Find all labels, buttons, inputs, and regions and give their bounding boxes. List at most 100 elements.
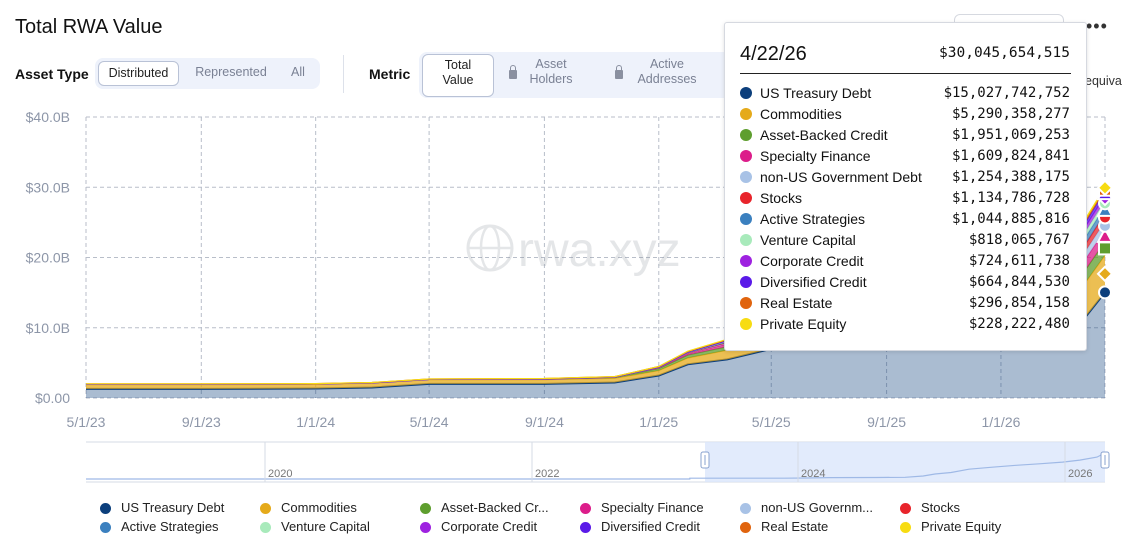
watermark: rwa.xyz	[466, 224, 681, 277]
legend-label: Corporate Credit	[441, 519, 538, 534]
legend-label: Specialty Finance	[601, 500, 704, 515]
y-tick-label: $40.0B	[26, 109, 70, 125]
navigator-tick-label: 2026	[1068, 468, 1092, 480]
legend-label: Diversified Credit	[601, 519, 700, 534]
legend-label: Real Estate	[761, 519, 829, 534]
legend-color-icon	[580, 522, 591, 533]
legend-label: non-US Governm...	[761, 500, 873, 515]
tooltip-series-name: Corporate Credit	[760, 253, 864, 269]
tooltip-series-name: US Treasury Debt	[760, 85, 872, 101]
legend-label: Asset-Backed Cr...	[441, 500, 549, 515]
series-color-icon	[740, 213, 752, 225]
tooltip-row: Private Equity $228,222,480	[740, 314, 1070, 335]
hover-tooltip: 4/22/26 $30,045,654,515 US Treasury Debt…	[724, 22, 1087, 351]
legend-label: Active Strategies	[121, 519, 219, 534]
tooltip-series-name: Stocks	[760, 190, 803, 206]
tooltip-series-value: $818,065,767	[968, 232, 1070, 248]
y-tick-label: $30.0B	[26, 179, 70, 195]
x-tick-label: 1/1/25	[639, 414, 678, 430]
metric-active-addresses-line2: Addresses	[637, 72, 697, 86]
series-color-icon	[740, 129, 752, 141]
x-tick-label: 5/1/24	[410, 414, 449, 430]
metric-total-value-line2: Value	[442, 73, 474, 87]
x-tick-label: 1/1/26	[981, 414, 1020, 430]
x-tick-label: 9/1/24	[525, 414, 564, 430]
metric-active-addresses-line1: Active	[649, 57, 685, 71]
tooltip-series-name: Asset-Backed Credit	[760, 127, 888, 143]
asset-type-all-button[interactable]: All	[291, 65, 305, 79]
tooltip-series-value: $5,290,358,277	[951, 106, 1070, 122]
tooltip-row: Corporate Credit $724,611,738	[740, 251, 1070, 272]
asset-type-distributed-button[interactable]: Distributed	[98, 61, 179, 86]
more-options-icon[interactable]: •••	[1086, 16, 1108, 36]
series-color-icon	[740, 297, 752, 309]
x-tick-label: 1/1/24	[296, 414, 335, 430]
tooltip-row: US Treasury Debt $15,027,742,752	[740, 83, 1070, 104]
globe-icon	[466, 224, 514, 272]
legend-label: Venture Capital	[281, 519, 370, 534]
metric-total-value-line1: Total	[444, 58, 472, 72]
tooltip-row: Specialty Finance $1,609,824,841	[740, 146, 1070, 167]
series-color-icon	[740, 150, 752, 162]
y-tick-label: $0.00	[35, 390, 70, 406]
y-tick-label: $20.0B	[26, 250, 70, 266]
x-tick-label: 9/1/23	[182, 414, 221, 430]
tooltip-row: Diversified Credit $664,844,530	[740, 272, 1070, 293]
tooltip-series-value: $1,254,388,175	[951, 169, 1070, 185]
legend-label: Stocks	[921, 500, 961, 515]
tooltip-series-name: Real Estate	[760, 295, 833, 311]
tooltip-series-name: Active Strategies	[760, 211, 866, 227]
tooltip-row: Stocks $1,134,786,728	[740, 188, 1070, 209]
legend-color-icon	[260, 503, 271, 514]
tooltip-row: Asset-Backed Credit $1,951,069,253	[740, 125, 1070, 146]
tooltip-row: Real Estate $296,854,158	[740, 293, 1070, 314]
marker-commodities	[1096, 265, 1114, 283]
navigator-tick-label: 2024	[801, 468, 825, 480]
tooltip-series-value: $228,222,480	[968, 316, 1070, 332]
asset-type-toggle: Distributed Represented All	[95, 58, 320, 89]
asset-type-represented-button[interactable]: Represented	[195, 65, 267, 79]
tooltip-series-name: Specialty Finance	[760, 148, 871, 164]
watermark-text: rwa.xyz	[518, 224, 681, 277]
lock-icon	[615, 65, 623, 79]
legend-color-icon	[260, 522, 271, 533]
x-tick-label: 5/1/25	[752, 414, 791, 430]
metric-asset-holders-button[interactable]: Asset Holders	[505, 57, 597, 91]
series-color-icon	[740, 234, 752, 246]
metric-active-addresses-button[interactable]: Active Addresses	[611, 57, 723, 91]
series-color-icon	[740, 255, 752, 267]
tooltip-row: Active Strategies $1,044,885,816	[740, 209, 1070, 230]
tooltip-series-name: Private Equity	[760, 316, 847, 332]
legend-color-icon	[100, 503, 111, 514]
navigator-tick-label: 2022	[535, 468, 559, 480]
legend-label: Private Equity	[921, 519, 1002, 534]
navigator-tick-label: 2020	[268, 468, 292, 480]
legend-label: Commodities	[281, 500, 357, 515]
tooltip-total: $30,045,654,515	[939, 45, 1070, 61]
equivalent-toggle-label[interactable]: equiva	[1085, 74, 1122, 88]
tooltip-row: Commodities $5,290,358,277	[740, 104, 1070, 125]
metric-asset-holders-line1: Asset	[535, 57, 567, 71]
x-tick-label: 5/1/23	[67, 414, 106, 430]
marker-us-treasury-debt	[1098, 285, 1112, 300]
legend-label: US Treasury Debt	[121, 500, 225, 515]
tooltip-row: non-US Government Debt $1,254,388,175	[740, 167, 1070, 188]
marker-asset-backed-credit	[1098, 241, 1112, 256]
legend-color-icon	[740, 503, 751, 514]
lock-icon	[509, 65, 517, 79]
metric-label: Metric	[369, 66, 411, 82]
series-color-icon	[740, 276, 752, 288]
tooltip-series-name: Commodities	[760, 106, 842, 122]
series-color-icon	[740, 171, 752, 183]
tooltip-series-value: $1,951,069,253	[951, 127, 1070, 143]
tooltip-series-name: non-US Government Debt	[760, 169, 922, 185]
legend-color-icon	[420, 503, 431, 514]
controls-divider	[343, 55, 344, 93]
metric-total-value-button[interactable]: Total Value	[422, 54, 494, 97]
tooltip-row: Venture Capital $818,065,767	[740, 230, 1070, 251]
series-color-icon	[740, 318, 752, 330]
series-color-icon	[740, 87, 752, 99]
tooltip-series-value: $1,044,885,816	[951, 211, 1070, 227]
legend-color-icon	[580, 503, 591, 514]
navigator-selection	[705, 442, 1105, 482]
